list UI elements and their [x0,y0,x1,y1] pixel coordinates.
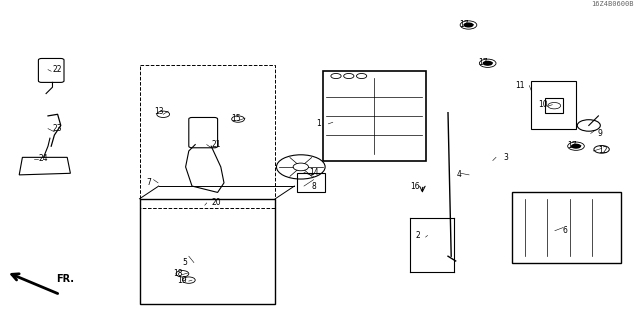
Text: 21: 21 [212,140,221,149]
Text: 11: 11 [515,81,524,90]
Text: 23: 23 [52,124,63,133]
Text: 5: 5 [182,258,187,267]
Text: 14: 14 [308,168,319,177]
Bar [512,192,621,263]
Text: 9: 9 [598,129,603,138]
Text: 4: 4 [457,170,462,180]
Text: 1: 1 [316,119,321,128]
Text: 24: 24 [38,155,49,164]
Text: 8: 8 [311,181,316,190]
Text: 20: 20 [211,198,221,207]
Text: 19: 19 [177,276,188,284]
Text: 15: 15 [230,114,241,123]
Circle shape [571,144,581,149]
Text: 12: 12 [598,147,607,156]
Text: 13: 13 [154,107,164,116]
Text: 10: 10 [538,100,548,109]
Circle shape [483,61,493,66]
Text: 7: 7 [146,178,151,188]
Bar [140,199,275,304]
Text: 18: 18 [173,268,182,278]
Text: 16: 16 [410,182,420,191]
Text: 6: 6 [562,226,567,235]
Text: 16Z4B0600B: 16Z4B0600B [591,2,634,7]
Text: 17: 17 [459,20,469,29]
Bar [545,98,563,113]
Text: 2: 2 [415,231,420,240]
Bar [323,71,426,161]
Bar [297,173,325,192]
Text: 17: 17 [478,58,488,67]
Text: 3: 3 [503,153,508,162]
Text: FR.: FR. [56,274,74,284]
Text: 17: 17 [566,141,577,150]
Circle shape [463,22,474,28]
Bar [531,81,576,129]
Bar [140,65,275,208]
Text: 22: 22 [53,65,62,74]
